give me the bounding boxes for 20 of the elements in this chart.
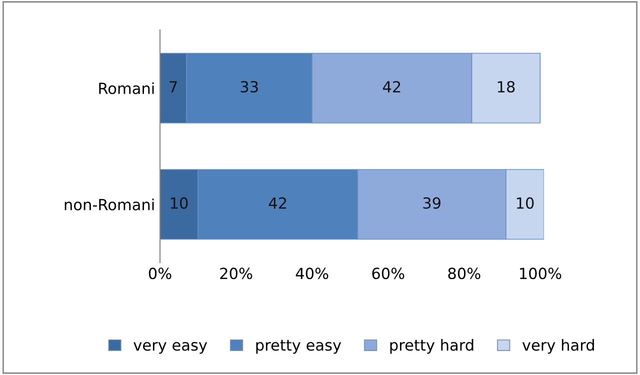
x-tick-label: 0%	[148, 268, 172, 280]
legend-label: very hard	[522, 338, 594, 354]
x-tick-label: 20%	[220, 268, 252, 280]
data-label: 10	[170, 197, 188, 209]
x-tick-label: 40%	[296, 268, 328, 280]
data-label: 33	[240, 81, 258, 93]
legend-label: pretty easy	[256, 340, 342, 354]
legend-label: pretty hard	[390, 338, 474, 354]
y-tick-label: non-Romani	[64, 198, 154, 210]
data-label: 39	[423, 197, 440, 209]
data-label: 7	[170, 81, 177, 92]
x-tick-label: 60%	[372, 268, 404, 280]
data-label: 18	[498, 81, 515, 93]
legend-label: very easy	[134, 342, 208, 354]
y-tick-label: Romani	[99, 82, 154, 94]
data-label: 42	[268, 197, 286, 209]
x-tick-label: 100%	[520, 268, 562, 280]
data-label: 42	[382, 81, 400, 92]
data-label: 10	[516, 197, 534, 209]
x-tick-label: 80%	[448, 268, 480, 280]
